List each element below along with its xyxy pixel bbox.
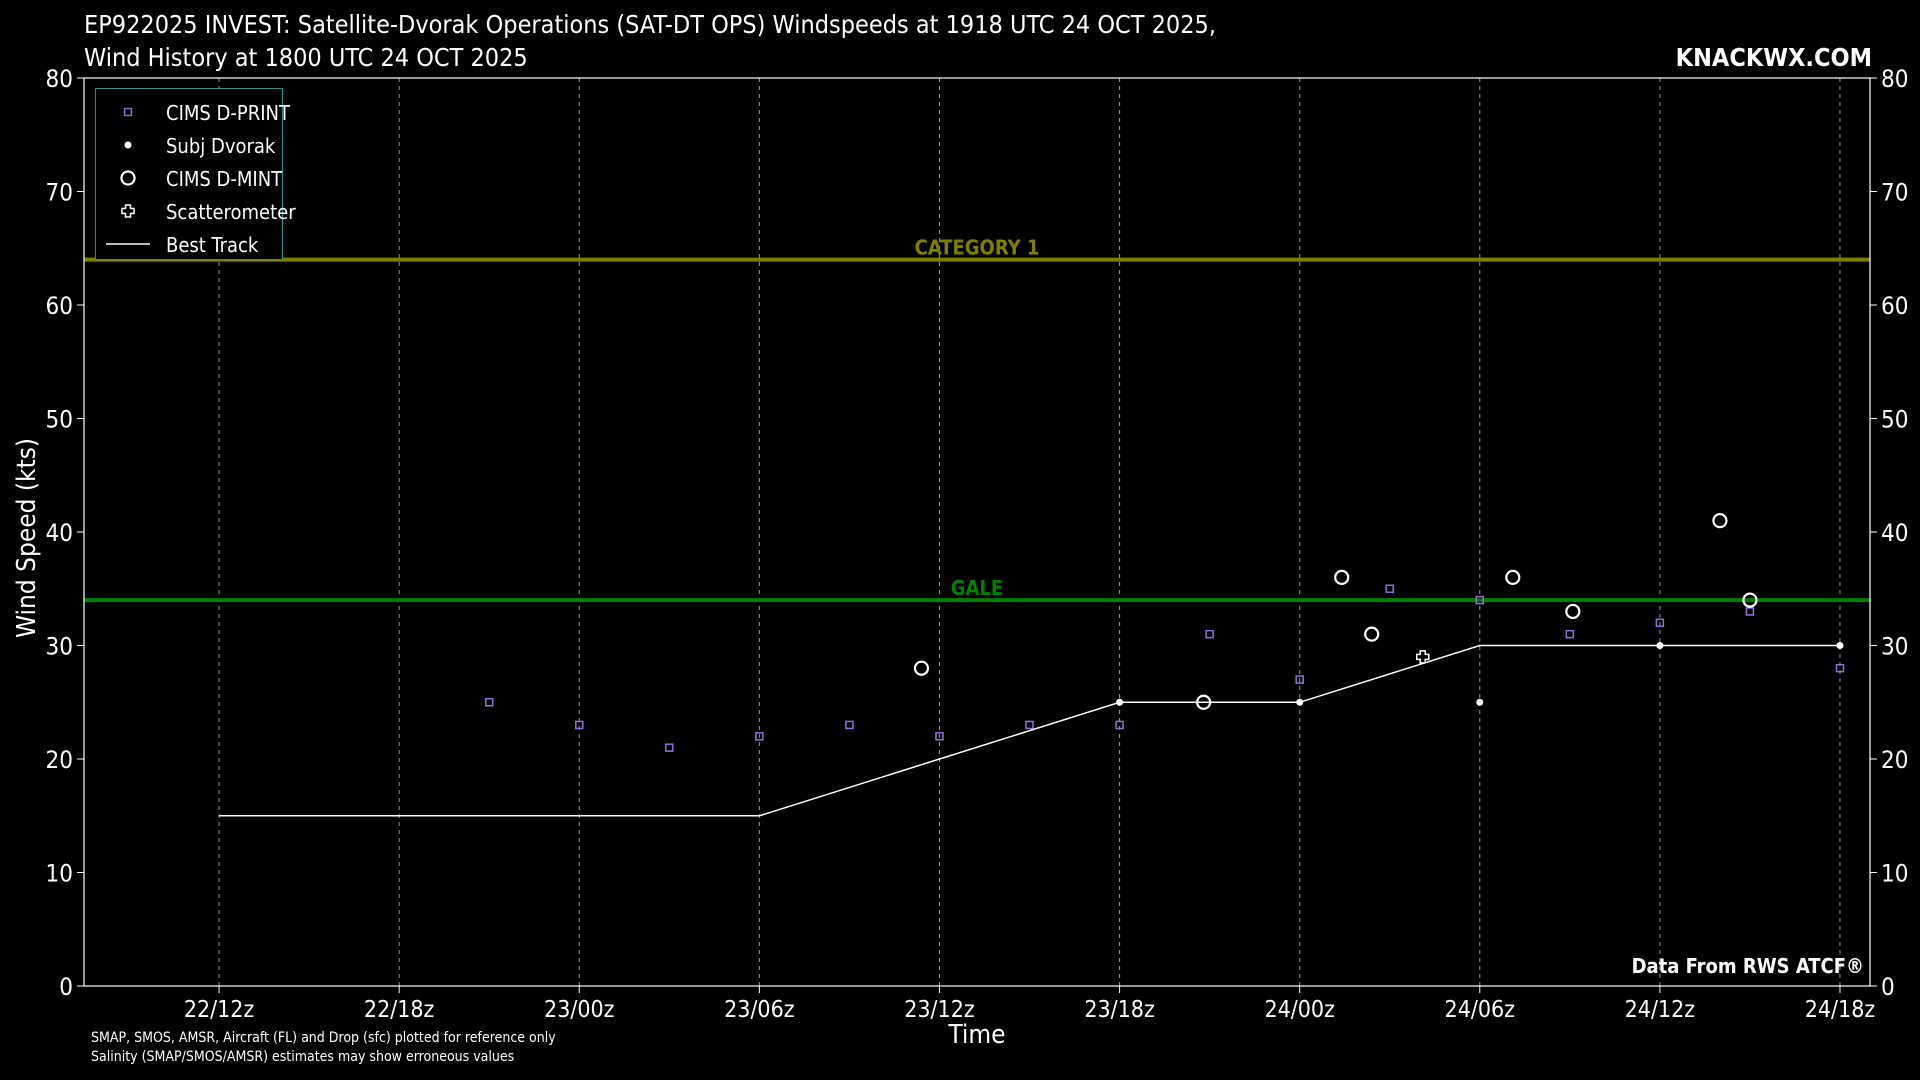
legend-label: Subj Dvorak <box>166 134 276 158</box>
dmint-marker <box>1742 592 1758 608</box>
y-tick-label-left: 30 <box>46 633 73 661</box>
chart-title-line-1: EP922025 INVEST: Satellite-Dvorak Operat… <box>84 10 1216 39</box>
legend-square-marker <box>123 107 133 117</box>
x-tick-label: 23/00z <box>544 997 614 1023</box>
subj-dvorak-marker <box>1476 698 1484 706</box>
y-tick-label-right: 70 <box>1881 179 1908 207</box>
legend-label: Best Track <box>166 233 259 257</box>
dprint-marker <box>1475 595 1485 605</box>
dprint-marker <box>1115 720 1124 730</box>
legend-circle-marker <box>120 170 136 186</box>
legend-dot-marker <box>124 141 132 149</box>
threshold-label: GALE <box>951 576 1003 600</box>
dprint-marker <box>1565 629 1575 639</box>
dprint-marker <box>935 732 944 741</box>
legend-label: CIMS D-MINT <box>166 167 283 191</box>
dmint-marker <box>1364 626 1380 642</box>
legend-item: Best Track <box>96 227 282 260</box>
y-tick-label-left: 80 <box>46 65 73 93</box>
dmint-marker <box>1505 569 1521 586</box>
axes-layer: 22/12z 22/18z 23/00z 23/06z 23/12z 23/18z 24/0… <box>46 65 1909 1023</box>
y-tick-label-right: 0 <box>1881 973 1895 1001</box>
x-tick-label: 24/00z <box>1264 997 1334 1023</box>
dmint-marker <box>1565 603 1581 620</box>
dmint-marker <box>913 660 930 676</box>
series-layer <box>219 513 1845 817</box>
dprint-marker <box>1295 675 1304 684</box>
data-source-label: Data From RWS ATCF® <box>1631 954 1864 978</box>
plot-frame <box>83 77 1871 987</box>
dprint-marker <box>1385 584 1394 593</box>
legend-symbol <box>124 141 132 149</box>
dmint-marker <box>1712 513 1728 529</box>
legend-symbol <box>121 204 135 218</box>
x-axis-label: Time <box>948 1020 1006 1050</box>
y-tick-label-left: 0 <box>59 973 73 1001</box>
y-tick-label-right: 40 <box>1881 519 1908 547</box>
dprint-marker <box>575 720 584 730</box>
dprint-marker <box>1025 720 1034 730</box>
x-tick-label: 23/12z <box>904 997 974 1023</box>
x-tick-label: 23/18z <box>1084 997 1154 1023</box>
threshold-layer: CATEGORY 1 GALE <box>84 236 1870 603</box>
dprint-marker <box>665 743 674 752</box>
scatterometer-marker <box>1416 650 1430 664</box>
y-tick-label-left: 10 <box>46 860 73 888</box>
dprint-marker <box>845 720 854 730</box>
dprint-marker <box>1655 618 1665 628</box>
legend-symbol <box>120 170 136 186</box>
y-tick-label-left: 60 <box>46 292 73 320</box>
footnote-salinity: Salinity (SMAP/SMOS/AMSR) estimates may … <box>91 1049 515 1065</box>
x-tick-label: 22/12z <box>184 997 254 1023</box>
legend-plus-marker <box>121 204 135 218</box>
y-axis-label: Wind Speed (kts) <box>12 437 42 639</box>
dprint-marker <box>1205 629 1214 639</box>
brand-watermark: KNACKWX.COM <box>1675 43 1872 72</box>
y-tick-label-left: 20 <box>46 746 73 774</box>
x-tick-label: 24/06z <box>1445 997 1515 1023</box>
chart-title-line-2: Wind History at 1800 UTC 24 OCT 2025 <box>84 43 528 72</box>
legend-item: Subj Dvorak <box>96 128 282 161</box>
legend-item: CIMS D-MINT <box>96 161 282 194</box>
x-tick-label: 23/06z <box>724 997 794 1023</box>
dprint-marker <box>1835 663 1845 673</box>
y-tick-label-right: 10 <box>1881 860 1908 888</box>
threshold-label: CATEGORY 1 <box>915 236 1040 260</box>
x-tick-label: 24/12z <box>1625 997 1695 1023</box>
best-track-line <box>219 644 1840 817</box>
dprint-marker <box>484 698 494 707</box>
legend-symbol <box>123 107 133 117</box>
y-tick-label-right: 30 <box>1881 633 1908 661</box>
y-tick-label-left: 70 <box>46 179 73 207</box>
dmint-marker <box>1334 569 1350 586</box>
y-tick-label-right: 20 <box>1881 746 1908 774</box>
x-tick-label: 22/18z <box>364 997 434 1023</box>
y-tick-label-left: 50 <box>46 406 73 434</box>
dprint-marker <box>1745 607 1755 616</box>
legend-label: CIMS D-PRINT <box>166 101 290 125</box>
chart-legend: CIMS D-PRINT Subj Dvorak CIMS D-MINT Scatte… <box>95 88 296 260</box>
y-tick-label-left: 40 <box>46 519 73 547</box>
y-tick-label-right: 60 <box>1881 292 1908 320</box>
y-tick-label-right: 50 <box>1881 406 1908 434</box>
x-tick-label: 24/18z <box>1805 997 1875 1023</box>
legend-label: Scatterometer <box>166 200 296 224</box>
grid-layer <box>218 78 1841 986</box>
dprint-marker <box>755 732 764 741</box>
legend-symbol <box>106 243 150 245</box>
y-tick-label-right: 80 <box>1881 65 1908 93</box>
legend-item: CIMS D-PRINT <box>96 95 290 128</box>
footnote-reference: SMAP, SMOS, AMSR, Aircraft (FL) and Drop… <box>91 1030 556 1046</box>
legend-item: Scatterometer <box>96 194 296 227</box>
